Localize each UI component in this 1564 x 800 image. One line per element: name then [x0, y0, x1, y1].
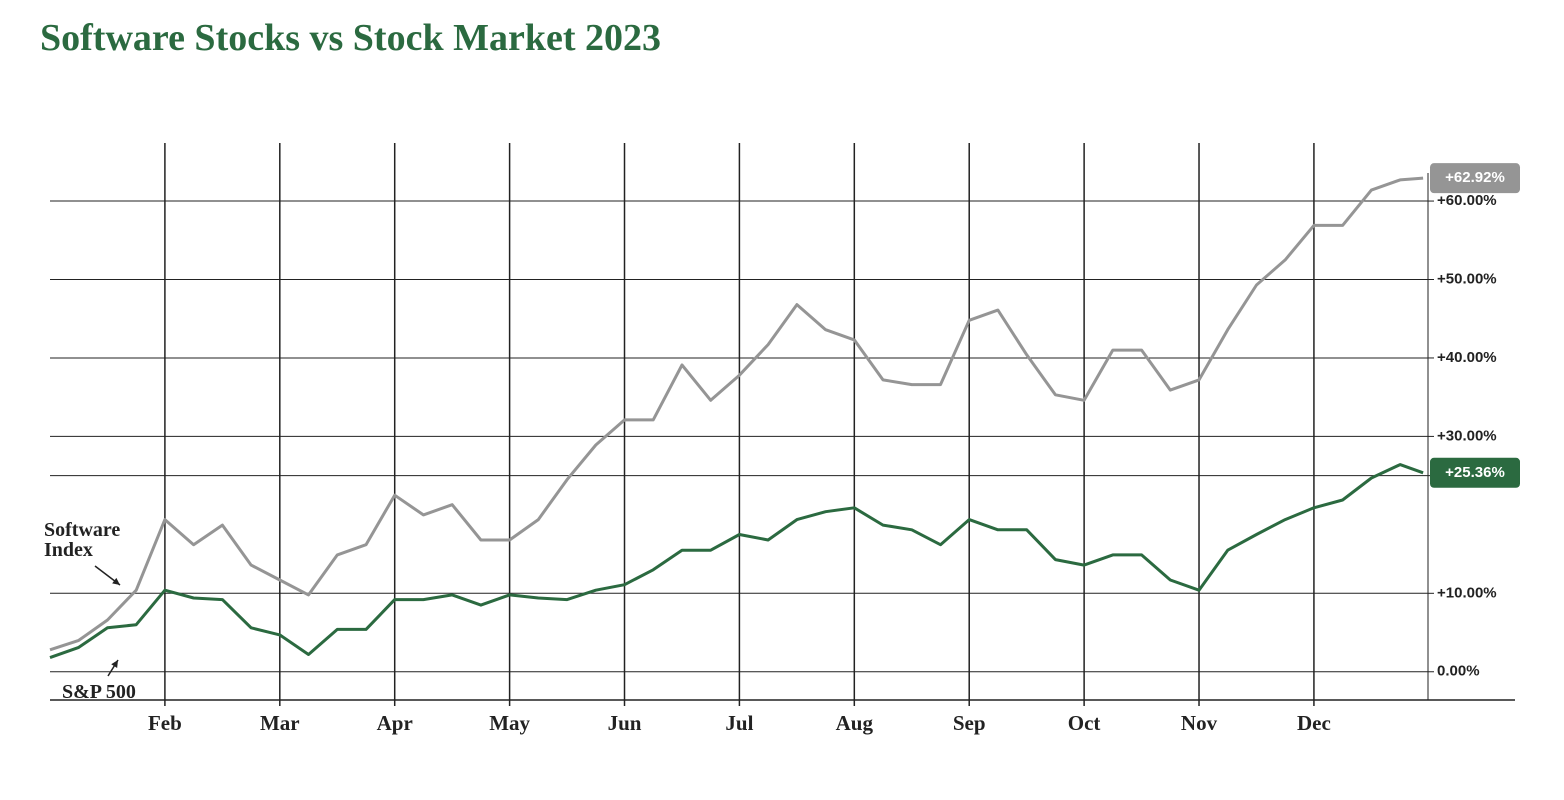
arrow-head	[111, 660, 118, 668]
x-tick-label: Apr	[377, 711, 413, 735]
y-tick-label: +50.00%	[1437, 270, 1497, 287]
x-tick-label: Feb	[148, 711, 182, 735]
end-badge	[1430, 163, 1520, 194]
end-label: +62.92%	[1445, 169, 1505, 186]
x-tick-label: Jun	[608, 711, 642, 735]
x-tick-label: Sep	[953, 711, 986, 735]
series-line	[49, 463, 1424, 660]
y-tick-label: +60.00%	[1437, 192, 1497, 209]
chart-title: Software Stocks vs Stock Market 2023	[40, 17, 661, 59]
y-tick-label: +40.00%	[1437, 349, 1497, 366]
end-label: +25.36%	[1445, 464, 1505, 481]
x-tick-label: Aug	[836, 711, 874, 735]
x-tick-label: May	[489, 711, 530, 735]
x-tick-label: Oct	[1068, 711, 1101, 735]
y-tick-label: +30.00%	[1437, 427, 1497, 444]
end-badge	[1430, 457, 1520, 488]
x-tick-label: Nov	[1181, 711, 1218, 735]
y-tick-label: +10.00%	[1437, 584, 1497, 601]
x-tick-label: Dec	[1297, 711, 1331, 735]
annotation: Software Index	[44, 519, 121, 561]
y-tick-label: 0.00%	[1437, 663, 1480, 680]
series-line	[49, 176, 1424, 652]
arrow-head	[112, 577, 120, 585]
x-tick-label: Jul	[725, 711, 753, 735]
x-tick-label: Mar	[260, 711, 300, 735]
annotation: S&P 500	[62, 681, 136, 703]
